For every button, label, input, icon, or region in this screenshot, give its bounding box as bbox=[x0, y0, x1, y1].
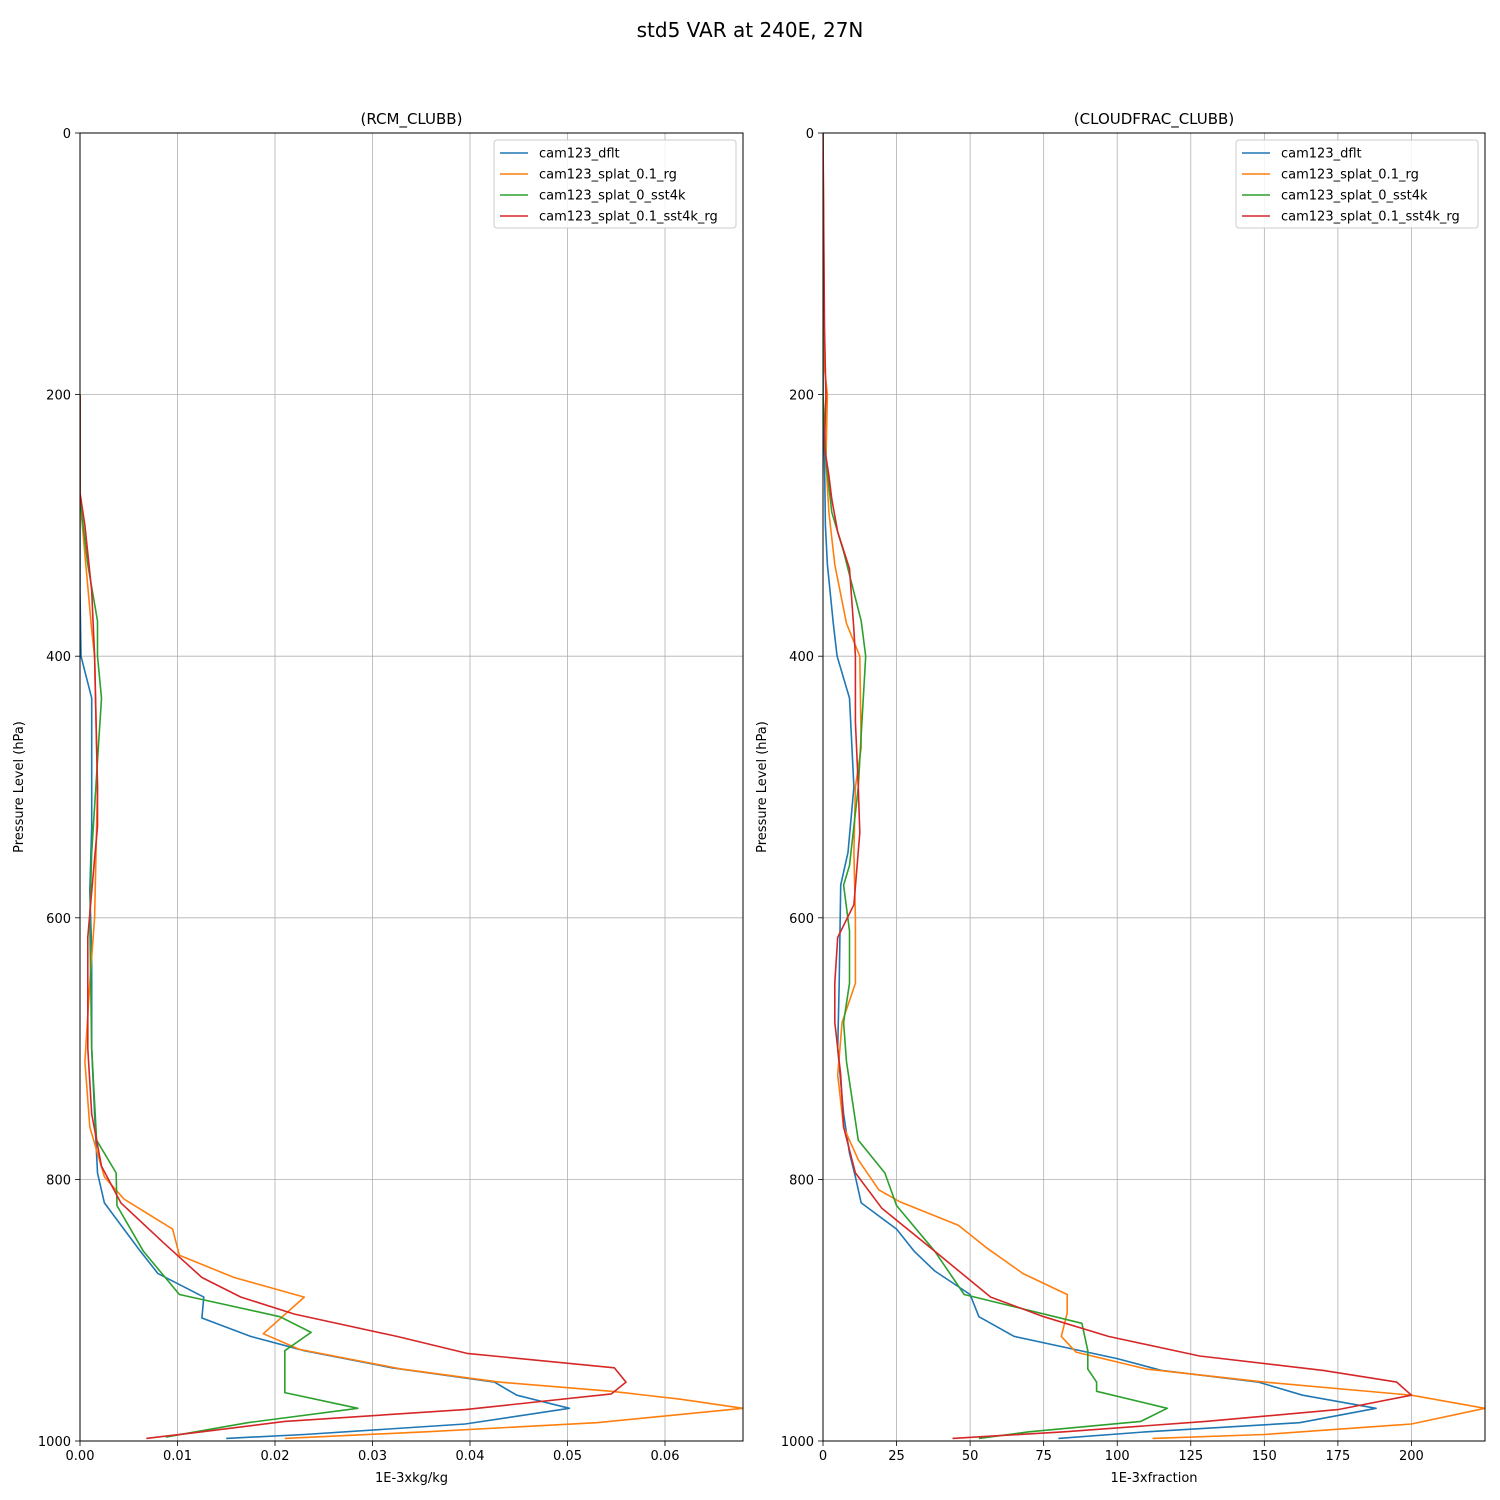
panel2-legend-label-cam123_splat_0_sst4k: cam123_splat_0_sst4k bbox=[1281, 189, 1428, 204]
panel2-x-tick-label: 75 bbox=[1035, 1449, 1052, 1464]
panel2-y-tick-label: 1000 bbox=[781, 1435, 814, 1450]
panel2-series-group bbox=[823, 133, 1485, 1440]
panel1-x-tick-label: 0.00 bbox=[66, 1449, 95, 1464]
panel1-y-tick-label: 400 bbox=[46, 650, 71, 665]
panel1-legend-label-cam123_splat_0.1_sst4k_rg: cam123_splat_0.1_sst4k_rg bbox=[539, 210, 718, 225]
panel2-x-axis-label: 1E-3xfraction bbox=[1110, 1471, 1197, 1486]
panel2-legend-label-cam123_splat_0.1_sst4k_rg: cam123_splat_0.1_sst4k_rg bbox=[1281, 210, 1460, 225]
panel2-x-tick-label: 25 bbox=[888, 1449, 905, 1464]
panel2-y-tick-label: 200 bbox=[789, 389, 814, 404]
panel2-x-tick-label: 150 bbox=[1252, 1449, 1277, 1464]
panel1-title: (RCM_CLUBB) bbox=[361, 110, 463, 129]
panel1-axes-frame bbox=[79, 132, 744, 1442]
panel1-y-tick-label: 600 bbox=[46, 912, 71, 927]
chart-panel-1: 0.00 0.01 0.02 0.03 0.04 0.05 0.06 0 200 400 600 80… bbox=[12, 110, 744, 1486]
panel1-y-tick-label: 0 bbox=[63, 127, 71, 142]
panel1-x-tick-label: 0.01 bbox=[163, 1449, 192, 1464]
panel1-y-axis-label: Pressure Level (hPa) bbox=[12, 721, 27, 853]
panel2-x-tick-label: 100 bbox=[1105, 1449, 1130, 1464]
panel2-legend-label-cam123_splat_0.1_rg: cam123_splat_0.1_rg bbox=[1281, 168, 1419, 183]
panel2-x-tick-label: 0 bbox=[819, 1449, 827, 1464]
panel2-title: (CLOUDFRAC_CLUBB) bbox=[1074, 110, 1234, 129]
panel2-y-tick-label: 400 bbox=[789, 650, 814, 665]
panel2-y-tick-label: 800 bbox=[789, 1173, 814, 1188]
panel1-legend-label-cam123_dflt: cam123_dflt bbox=[539, 147, 620, 162]
panel1-x-tick-label: 0.05 bbox=[553, 1449, 582, 1464]
panel1-x-axis-label: 1E-3xkg/kg bbox=[375, 1471, 448, 1486]
panel2-y-tick-label: 0 bbox=[806, 127, 814, 142]
figure-title: std5 VAR at 240E, 27N bbox=[637, 18, 864, 42]
panel2-x-tick-label: 175 bbox=[1325, 1449, 1350, 1464]
panel1-x-tick-label: 0.04 bbox=[456, 1449, 485, 1464]
panel2-legend-label-cam123_dflt: cam123_dflt bbox=[1281, 147, 1362, 162]
panel1-legend: cam123_dflt cam123_splat_0.1_rg cam123_spl… bbox=[493, 139, 737, 229]
panel2-series-line-cam123_splat_0_sst4k bbox=[823, 133, 1168, 1440]
panel1-legend-label-cam123_splat_0_sst4k: cam123_splat_0_sst4k bbox=[539, 189, 686, 204]
panel1-x-tick-label: 0.03 bbox=[358, 1449, 387, 1464]
panel1-legend-box bbox=[493, 139, 737, 229]
panel2-x-tick-label: 200 bbox=[1399, 1449, 1424, 1464]
panel1-series-line-cam123_splat_0.1_sst4k_rg bbox=[80, 394, 627, 1440]
panel1-x-tick-label: 0.06 bbox=[651, 1449, 680, 1464]
panel2-y-tick-label: 600 bbox=[789, 912, 814, 927]
panel2-series-line-cam123_splat_0.1_rg bbox=[823, 133, 1485, 1440]
panel1-series-line-cam123_splat_0_sst4k bbox=[80, 394, 359, 1438]
chart-panel-2: 0 25 50 75 100 125 150 175 200 0 200 400 600 800 1000 (… bbox=[755, 110, 1486, 1486]
panel1-y-tick-label: 800 bbox=[46, 1173, 71, 1188]
panel1-legend-label-cam123_splat_0.1_rg: cam123_splat_0.1_rg bbox=[539, 168, 677, 183]
panel2-series-line-cam123_splat_0.1_sst4k_rg bbox=[823, 133, 1413, 1440]
panel1-y-tick-label: 1000 bbox=[38, 1435, 71, 1450]
panel1-series-group bbox=[80, 394, 743, 1440]
panel2-y-axis-label: Pressure Level (hPa) bbox=[755, 721, 770, 853]
panel2-legend: cam123_dflt cam123_splat_0.1_rg cam123_spl… bbox=[1235, 139, 1479, 229]
panel2-x-tick-label: 125 bbox=[1178, 1449, 1203, 1464]
panel1-y-tick-label: 200 bbox=[46, 389, 71, 404]
panel1-x-tick-label: 0.02 bbox=[261, 1449, 290, 1464]
panel2-axes-frame bbox=[822, 132, 1486, 1442]
panel1-series-line-cam123_dflt bbox=[80, 394, 571, 1440]
panel2-legend-box bbox=[1235, 139, 1479, 229]
panel2-x-tick-label: 50 bbox=[962, 1449, 979, 1464]
